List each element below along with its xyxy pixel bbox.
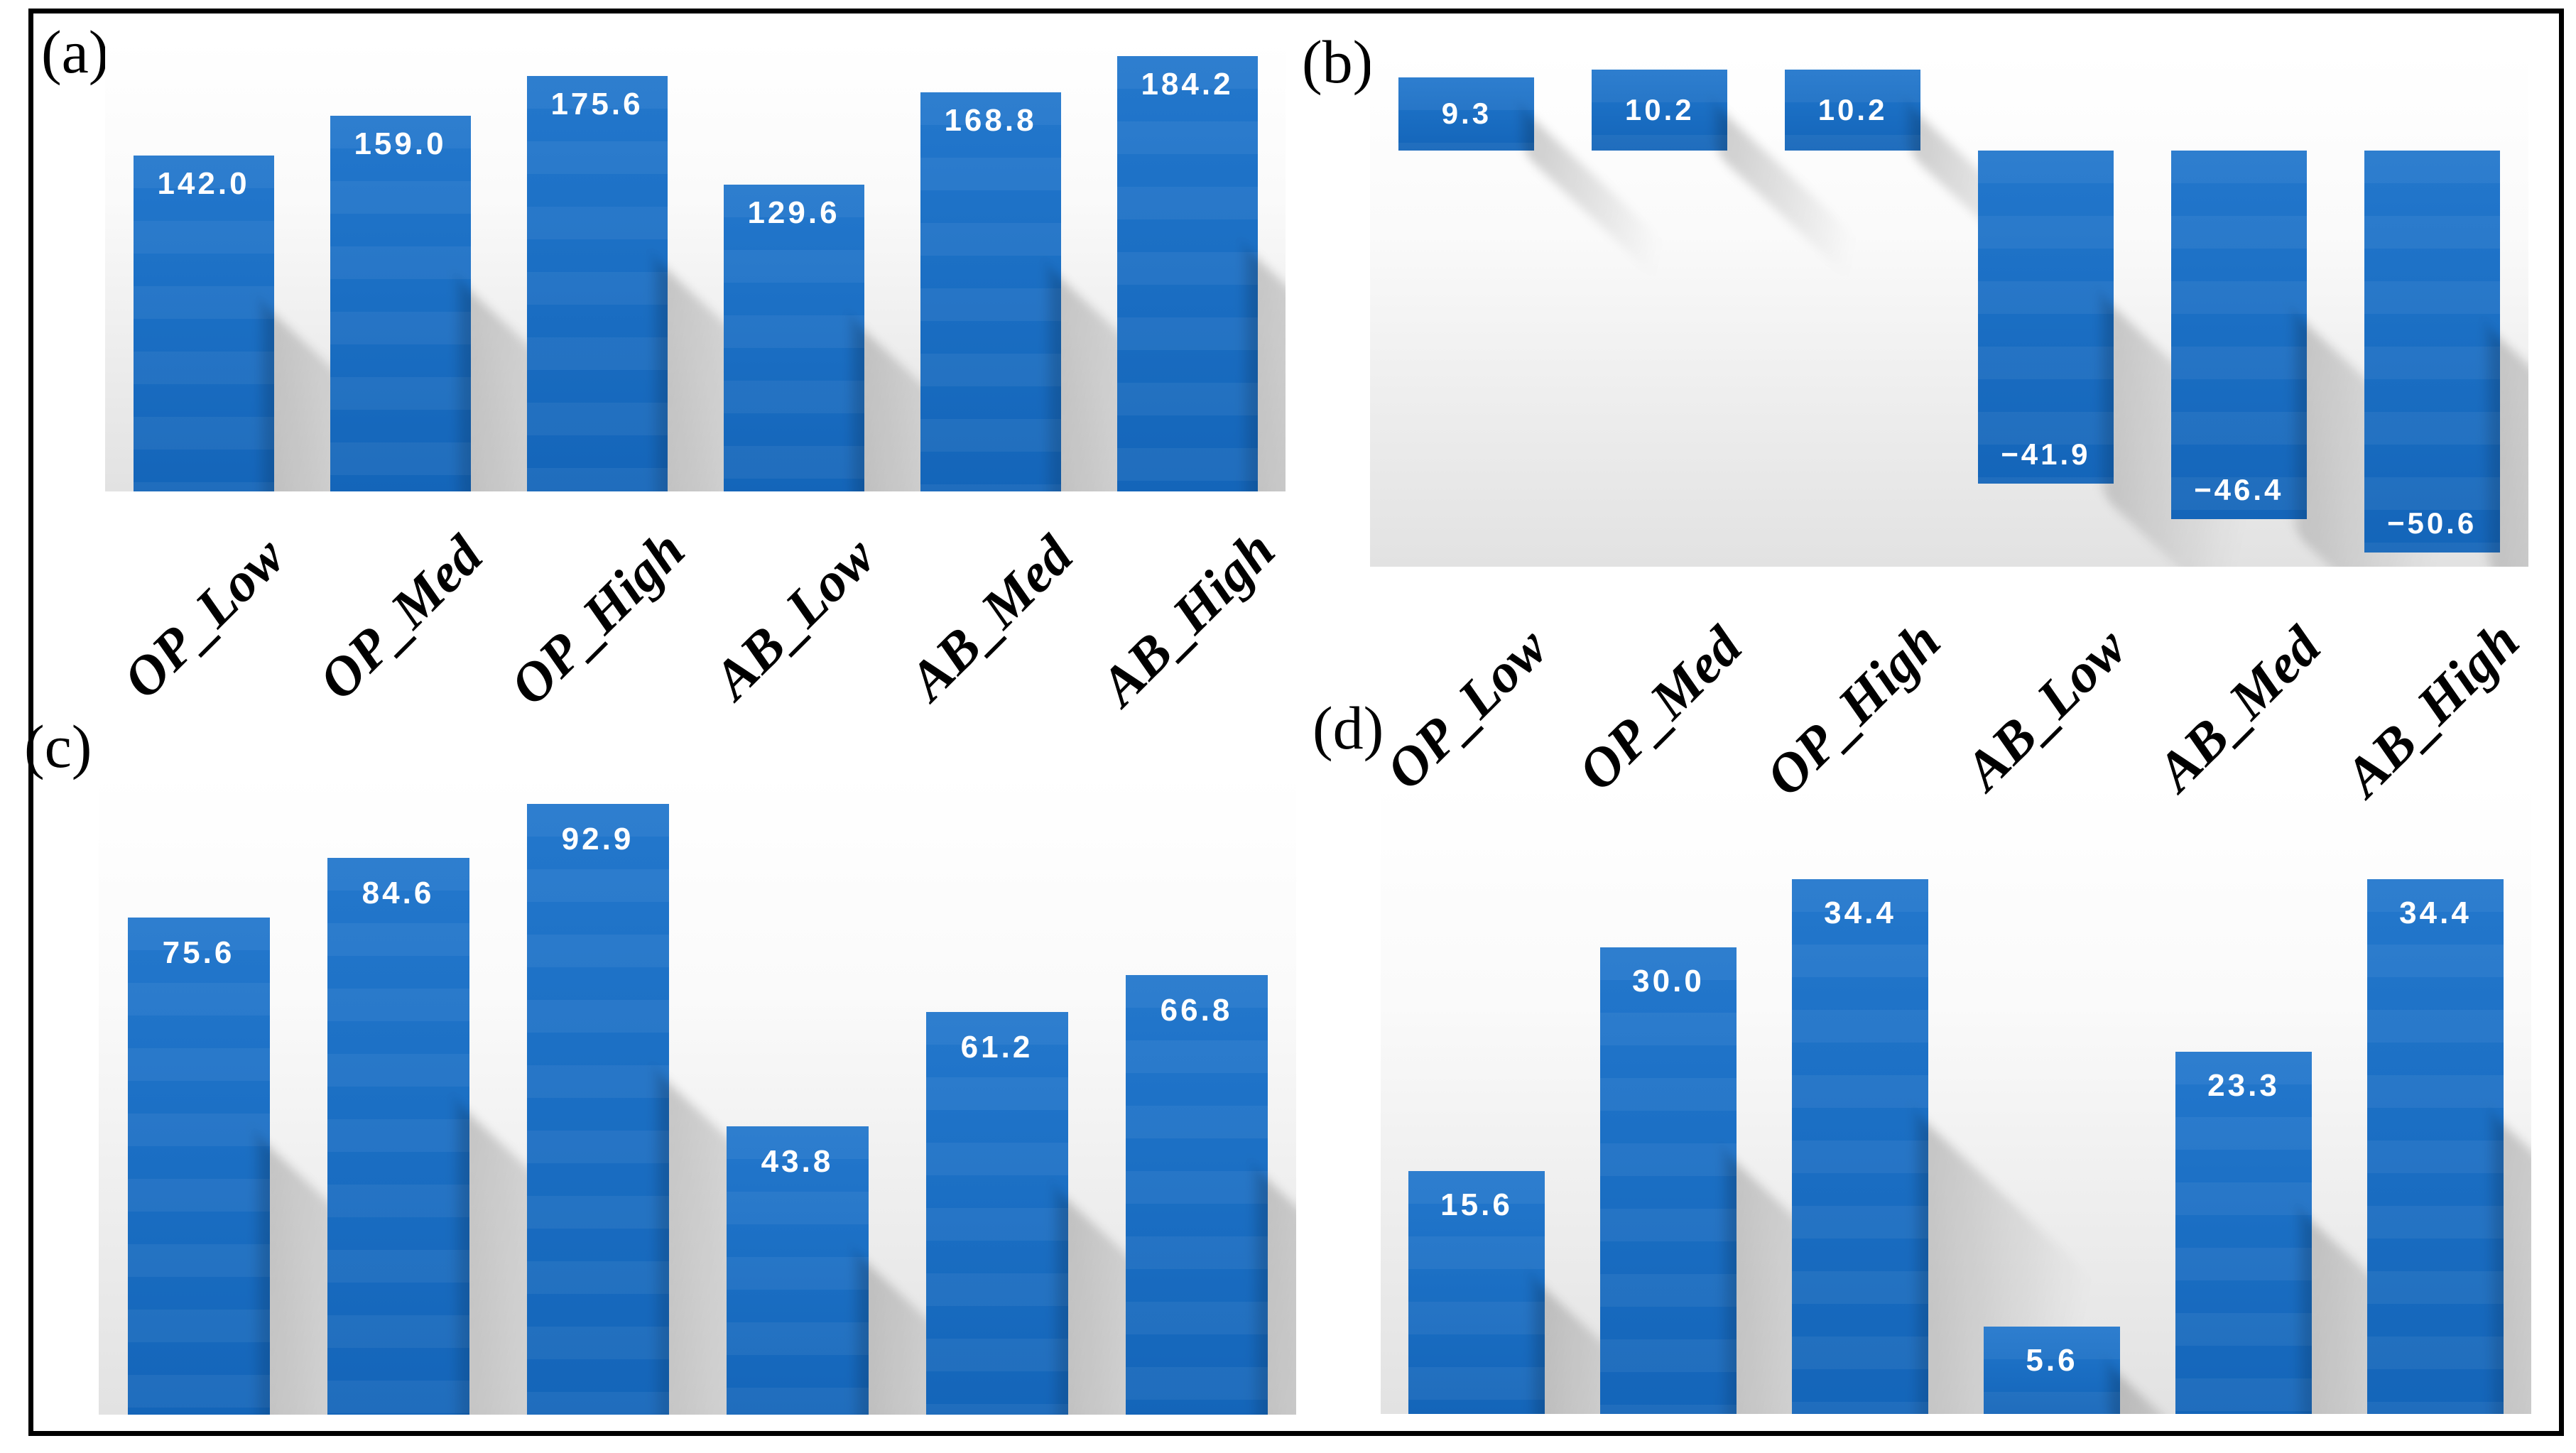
bar-value-label: 9.3: [1441, 97, 1492, 131]
bar-value-label: −46.4: [2194, 472, 2284, 506]
panel-b-label: (b): [1302, 28, 1374, 96]
panel-c-label: (c): [24, 712, 92, 780]
bar-value-label: 23.3: [2207, 1067, 2280, 1103]
bar-value-label: 15.6: [1440, 1187, 1513, 1223]
bar-value-label: 159.0: [354, 126, 447, 161]
bar-value-label: 43.8: [761, 1144, 834, 1180]
bar-value-label: 84.6: [362, 876, 435, 911]
panel-c-plot-area: 75.6 84.6 92.9 43.8 61.2 66.8: [99, 773, 1296, 1415]
bar-c-1: 75.6: [127, 917, 270, 1415]
bar-value-label: 34.4: [1824, 895, 1896, 930]
bar-a-5: 168.8: [920, 92, 1061, 491]
bar-d-4: 5.6: [1984, 1327, 2120, 1414]
panel-a-plot-area: 142.0 159.0 175.6 129.6 168.8 184.2: [105, 40, 1286, 491]
bar-b-1: 9.3: [1398, 77, 1535, 151]
bar-value-label: −41.9: [2001, 437, 2091, 471]
category-label-text: OP_Low: [110, 525, 296, 710]
bar-a-6: 184.2: [1116, 55, 1258, 491]
bar-c-6: 66.8: [1125, 975, 1268, 1415]
bar-a-3: 175.6: [526, 76, 668, 491]
bar-value-label: 61.2: [960, 1030, 1033, 1065]
bar-value-label: 142.0: [157, 166, 250, 202]
bar-value-label: −50.6: [2386, 506, 2477, 540]
bar-d-5: 23.3: [2175, 1051, 2312, 1414]
bar-c-3: 92.9: [526, 803, 669, 1415]
bar-c-4: 43.8: [726, 1126, 869, 1415]
category-label-text: AB_Med: [2145, 614, 2332, 802]
bar-value-label: 34.4: [2399, 895, 2472, 930]
bar-b-2: 10.2: [1592, 70, 1728, 151]
bar-value-label: 129.6: [747, 195, 840, 231]
bar-b-3: 10.2: [1785, 70, 1921, 151]
category-label-text: OP_Med: [1565, 614, 1754, 802]
bar-d-3: 34.4: [1792, 878, 1928, 1414]
bar-value-label: 5.6: [2026, 1343, 2078, 1378]
bar-value-label: 10.2: [1624, 93, 1695, 127]
panel-d-plot-area: 15.6 30.0 34.4 5.6 23.3 34.4: [1381, 781, 2531, 1414]
bar-value-label: 184.2: [1141, 66, 1234, 102]
panel-b-category-axis: OP_Low OP_Med OP_High AB_Low AB_Med AB_High: [1370, 567, 2531, 837]
bar-c-5: 61.2: [925, 1012, 1068, 1415]
bar-b-5: −46.4: [2170, 151, 2307, 519]
category-label-text: AB_High: [2332, 609, 2531, 808]
category-label-text: OP_Med: [306, 523, 494, 712]
bar-a-4: 129.6: [723, 185, 864, 491]
bar-d-6: 34.4: [2367, 878, 2504, 1414]
bar-value-label: 66.8: [1160, 993, 1233, 1028]
panel-a-category-axis: OP_Low OP_Med OP_High AB_Low AB_Med AB_High: [105, 491, 1286, 754]
bar-a-2: 159.0: [330, 115, 471, 491]
bar-value-label: 92.9: [561, 821, 634, 856]
bar-d-1: 15.6: [1408, 1171, 1545, 1414]
panel-d-label: (d): [1313, 694, 1384, 762]
bar-a-1: 142.0: [133, 156, 274, 491]
category-label-text: OP_High: [1753, 609, 1952, 808]
bar-b-6: −50.6: [2364, 151, 2500, 553]
bar-value-label: 175.6: [550, 87, 643, 122]
bar-c-2: 84.6: [327, 858, 469, 1415]
category-label-text: OP_Low: [1374, 616, 1559, 801]
bar-b-4: −41.9: [1977, 151, 2114, 484]
category-label-text: OP_High: [497, 518, 696, 717]
panel-a-label: (a): [41, 18, 109, 86]
category-label-text: AB_High: [1087, 518, 1286, 717]
category-label-text: AB_Low: [1952, 616, 2138, 802]
bar-value-label: 168.8: [944, 102, 1037, 138]
category-label-text: AB_Low: [700, 525, 886, 711]
panel-b-plot-area: 9.3 10.2 10.2 −41.9 −46.4 −50.6: [1370, 53, 2528, 567]
bar-value-label: 30.0: [1632, 964, 1705, 999]
category-label-text: AB_Med: [896, 523, 1085, 712]
bar-value-label: 10.2: [1817, 93, 1888, 127]
bar-value-label: 75.6: [162, 935, 235, 970]
bar-d-2: 30.0: [1600, 947, 1737, 1414]
